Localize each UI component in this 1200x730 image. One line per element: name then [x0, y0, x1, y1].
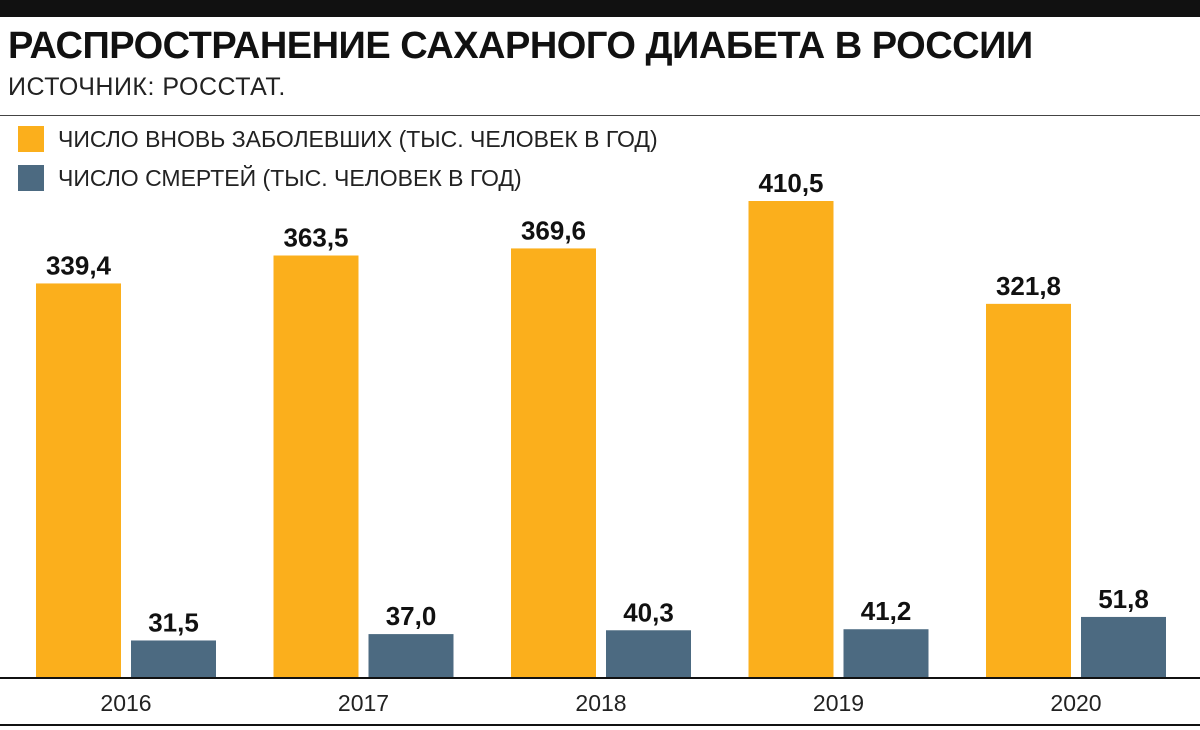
data-label-deaths-2016: 31,5	[148, 607, 199, 637]
data-label-deaths-2019: 41,2	[861, 596, 912, 626]
data-label-new-cases-2016: 339,4	[46, 250, 112, 280]
data-label-new-cases-2019: 410,5	[758, 168, 823, 198]
x-tick-label-2020: 2020	[1050, 690, 1101, 716]
bar-deaths-2018	[606, 630, 691, 677]
legend-item-new-cases: ЧИСЛО ВНОВЬ ЗАБОЛЕВШИХ (ТЫС. ЧЕЛОВЕК В Г…	[18, 124, 658, 154]
legend-label-new-cases: ЧИСЛО ВНОВЬ ЗАБОЛЕВШИХ (ТЫС. ЧЕЛОВЕК В Г…	[58, 126, 658, 152]
data-label-deaths-2020: 51,8	[1098, 584, 1149, 614]
bottom-rule	[0, 724, 1200, 726]
bar-new-cases-2017	[273, 255, 359, 677]
data-label-deaths-2018: 40,3	[623, 597, 674, 627]
x-tick-label-2016: 2016	[100, 690, 151, 716]
bar-deaths-2017	[368, 634, 454, 677]
x-axis-line	[0, 677, 1200, 679]
x-tick-label-2019: 2019	[813, 690, 864, 716]
data-label-new-cases-2020: 321,8	[996, 271, 1061, 301]
bar-deaths-2020	[1081, 616, 1166, 677]
legend-item-deaths: ЧИСЛО СМЕРТЕЙ (ТЫС. ЧЕЛОВЕК В ГОД)	[18, 163, 522, 193]
header-divider	[0, 115, 1200, 116]
legend-swatch-deaths	[18, 165, 44, 191]
top-rule	[0, 0, 1200, 17]
bar-new-cases-2019	[748, 201, 834, 677]
bar-new-cases-2018	[511, 248, 596, 677]
data-label-new-cases-2017: 363,5	[283, 222, 348, 252]
data-label-deaths-2017: 37,0	[386, 601, 437, 631]
legend-swatch-new-cases	[18, 126, 44, 152]
x-tick-label-2018: 2018	[575, 690, 626, 716]
data-label-new-cases-2018: 369,6	[521, 215, 586, 245]
chart-title: РАСПРОСТРАНЕНИЕ САХАРНОГО ДИАБЕТА В РОСС…	[8, 25, 1033, 67]
chart-source: ИСТОЧНИК: РОССТАТ.	[8, 73, 286, 101]
bar-deaths-2016	[131, 640, 216, 677]
legend-label-deaths: ЧИСЛО СМЕРТЕЙ (ТЫС. ЧЕЛОВЕК В ГОД)	[58, 165, 522, 191]
bar-new-cases-2016	[36, 283, 121, 677]
bar-new-cases-2020	[986, 303, 1071, 677]
x-tick-label-2017: 2017	[338, 690, 389, 716]
bar-deaths-2019	[843, 629, 929, 677]
